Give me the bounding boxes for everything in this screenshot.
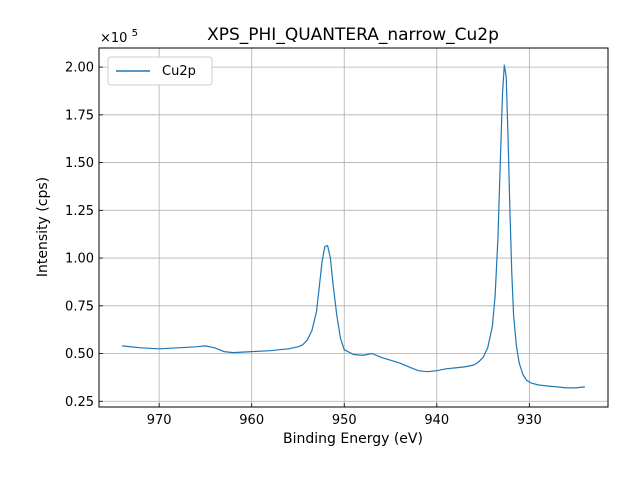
y-tick-label: 1.50 xyxy=(65,156,94,171)
chart-title: XPS_PHI_QUANTERA_narrow_Cu2p xyxy=(207,25,499,45)
y-offset-exponent: 5 xyxy=(132,28,138,39)
y-axis-label: Intensity (cps) xyxy=(35,177,51,277)
x-tick-label: 950 xyxy=(332,413,357,428)
x-axis-label: Binding Energy (eV) xyxy=(283,431,423,447)
x-tick-label: 970 xyxy=(147,413,172,428)
plot-frame xyxy=(98,47,609,408)
y-tick-label: 2.00 xyxy=(65,61,94,76)
grid-layer xyxy=(99,48,608,407)
legend-box xyxy=(107,56,213,86)
series-line-cu2p xyxy=(122,64,585,389)
x-tick-label: 940 xyxy=(424,413,449,428)
y-offset-base: ×10 xyxy=(100,31,127,46)
y-tick-label: 0.25 xyxy=(65,395,94,410)
tick-layer: 970 960 950 940 930 0.25 0.50 0.75 1.00 1.25 1.50 1… xyxy=(65,61,542,428)
y-tick-label: 0.75 xyxy=(65,299,94,314)
y-tick-label: 0.50 xyxy=(65,347,94,362)
series-layer xyxy=(122,64,585,389)
y-tick-label: 1.00 xyxy=(65,252,94,267)
x-tick-label: 930 xyxy=(517,413,542,428)
x-tick-label: 960 xyxy=(239,413,264,428)
y-tick-label: 1.75 xyxy=(65,108,94,123)
legend: Cu2p xyxy=(107,56,213,86)
y-offset-label: ×10 5 xyxy=(100,28,138,46)
y-tick-label: 1.25 xyxy=(65,204,94,219)
legend-label-cu2p: Cu2p xyxy=(162,64,196,79)
